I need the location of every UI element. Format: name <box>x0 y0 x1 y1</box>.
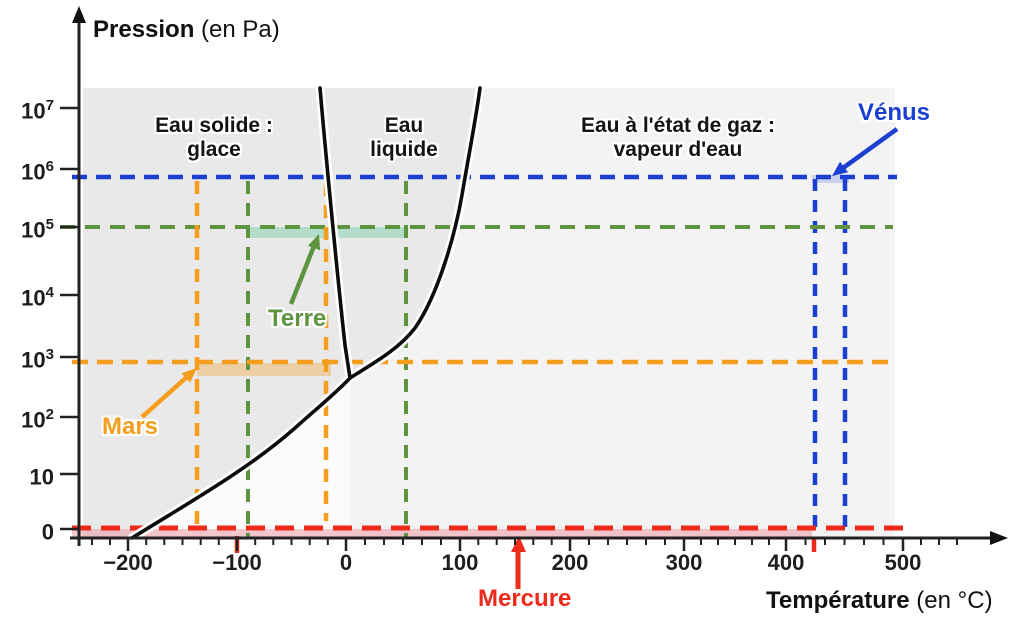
y-axis-arrow-icon <box>72 6 86 23</box>
region-label-solid: Eau solide : glace <box>155 114 273 162</box>
planet-label-mars: Mars <box>102 413 159 440</box>
below-sublimation-fill <box>132 378 350 537</box>
y-tick-0: 0 <box>41 519 54 545</box>
x-tick-300: 300 <box>665 550 703 575</box>
temperature-axis-title: Température (en °C) <box>766 587 993 615</box>
x-tick-n200: −200 <box>103 550 153 575</box>
y-tick-1e7: 107 <box>21 97 54 124</box>
temperature-axis-name: Température <box>766 587 910 614</box>
mars-arrow-head <box>181 368 197 383</box>
region-gas-line1: Eau à l'état de gaz : <box>580 114 776 137</box>
mercure-arrow-head <box>511 536 526 552</box>
x-minor-ticks <box>91 538 958 545</box>
planet-label-terre: Terre <box>268 305 327 332</box>
x-tick-200: 200 <box>551 550 589 575</box>
x-axis-arrow-icon <box>990 531 1008 545</box>
mars-highlight-band <box>197 363 331 376</box>
planet-label-venus: Vénus <box>858 99 931 126</box>
vaporisation-curve <box>348 86 482 380</box>
pressure-axis-title: Pression (en Pa) <box>93 16 280 44</box>
y-tick-1e5: 105 <box>21 216 54 243</box>
mercure-highlight-band <box>72 529 812 537</box>
x-tick-n100: −100 <box>212 550 262 575</box>
y-tick-1e6: 106 <box>21 158 54 185</box>
region-solid-line1: Eau solide : <box>155 114 273 137</box>
y-tick-10: 10 <box>29 464 54 490</box>
temperature-axis-unit: (en °C) <box>909 587 993 614</box>
region-liquid-line2: liquide <box>370 138 438 161</box>
axes <box>60 6 1008 551</box>
region-label-gas: Eau à l'état de gaz : vapeur d'eau <box>581 114 775 162</box>
region-gas-line2: vapeur d'eau <box>613 138 743 161</box>
region-liquid-line1: Eau <box>384 114 424 137</box>
region-label-liquid: Eau liquide <box>370 114 438 162</box>
y-tick-1e3: 103 <box>21 346 54 373</box>
mars-arrow-line <box>140 374 190 419</box>
x-tick-100: 100 <box>441 550 479 575</box>
plot-background <box>83 88 895 537</box>
pressure-axis-name: Pression <box>93 16 195 43</box>
terre-arrow-line <box>288 245 317 305</box>
x-major-ticks <box>126 538 905 551</box>
annotation-arrows <box>140 127 899 589</box>
y-tick-1e2: 102 <box>21 406 54 433</box>
venus-arrow-head <box>832 161 848 176</box>
venus-arrow-line <box>841 127 899 170</box>
terre-arrow-head <box>307 234 321 251</box>
planet-dashed-lines <box>60 174 903 537</box>
y-tick-1e4: 104 <box>21 284 54 311</box>
sublimation-curve <box>130 376 352 540</box>
planet-label-mercure: Mercure <box>478 585 572 612</box>
region-solid-line2: glace <box>187 138 241 161</box>
x-tick-400: 400 <box>767 550 805 575</box>
fusion-curve <box>318 86 352 380</box>
x-tick-500: 500 <box>884 550 922 575</box>
y-major-ticks <box>60 106 79 531</box>
pressure-axis-unit: (en Pa) <box>194 16 280 43</box>
x-tick-0: 0 <box>339 550 353 575</box>
phase-curves <box>127 83 485 543</box>
